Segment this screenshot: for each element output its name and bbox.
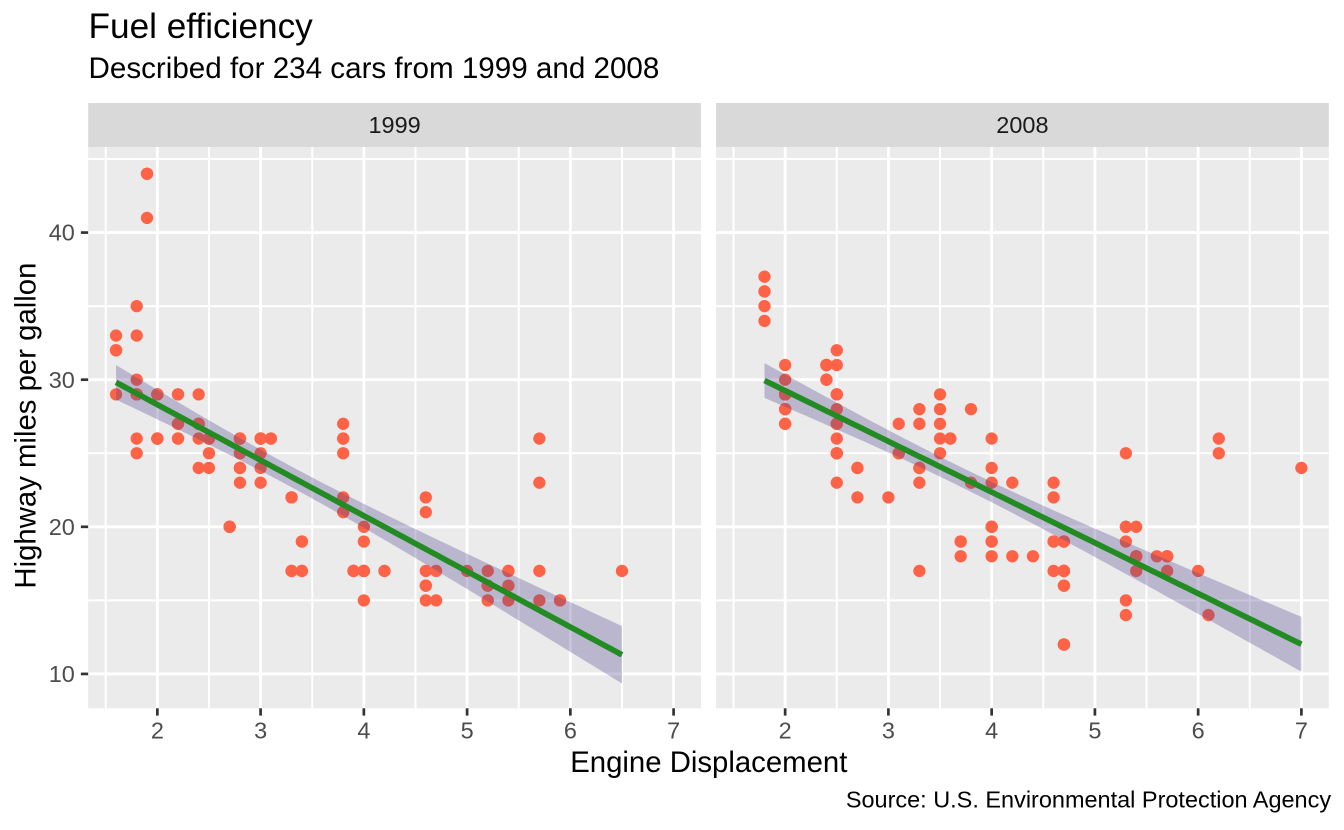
svg-text:2: 2 xyxy=(779,718,792,744)
svg-text:20: 20 xyxy=(49,514,75,540)
svg-text:3: 3 xyxy=(254,718,267,744)
svg-text:10: 10 xyxy=(49,661,75,687)
svg-text:Fuel efficiency: Fuel efficiency xyxy=(89,7,314,46)
svg-text:1999: 1999 xyxy=(368,112,420,138)
svg-text:Highway miles per gallon: Highway miles per gallon xyxy=(10,263,43,589)
svg-text:2008: 2008 xyxy=(996,112,1048,138)
svg-text:3: 3 xyxy=(882,718,895,744)
svg-text:6: 6 xyxy=(564,718,577,744)
svg-text:7: 7 xyxy=(1295,718,1308,744)
svg-text:5: 5 xyxy=(1088,718,1101,744)
svg-text:30: 30 xyxy=(49,367,75,393)
svg-text:5: 5 xyxy=(461,718,474,744)
svg-text:6: 6 xyxy=(1192,718,1205,744)
svg-text:2: 2 xyxy=(151,718,164,744)
svg-text:4: 4 xyxy=(985,718,998,744)
svg-text:Source: U.S. Environmental Pro: Source: U.S. Environmental Protection Ag… xyxy=(846,787,1332,813)
svg-text:7: 7 xyxy=(667,718,680,744)
svg-text:4: 4 xyxy=(357,718,370,744)
svg-text:40: 40 xyxy=(49,220,75,246)
svg-text:Engine Displacement: Engine Displacement xyxy=(570,746,847,779)
svg-text:Described for 234 cars from 19: Described for 234 cars from 1999 and 200… xyxy=(89,52,660,85)
